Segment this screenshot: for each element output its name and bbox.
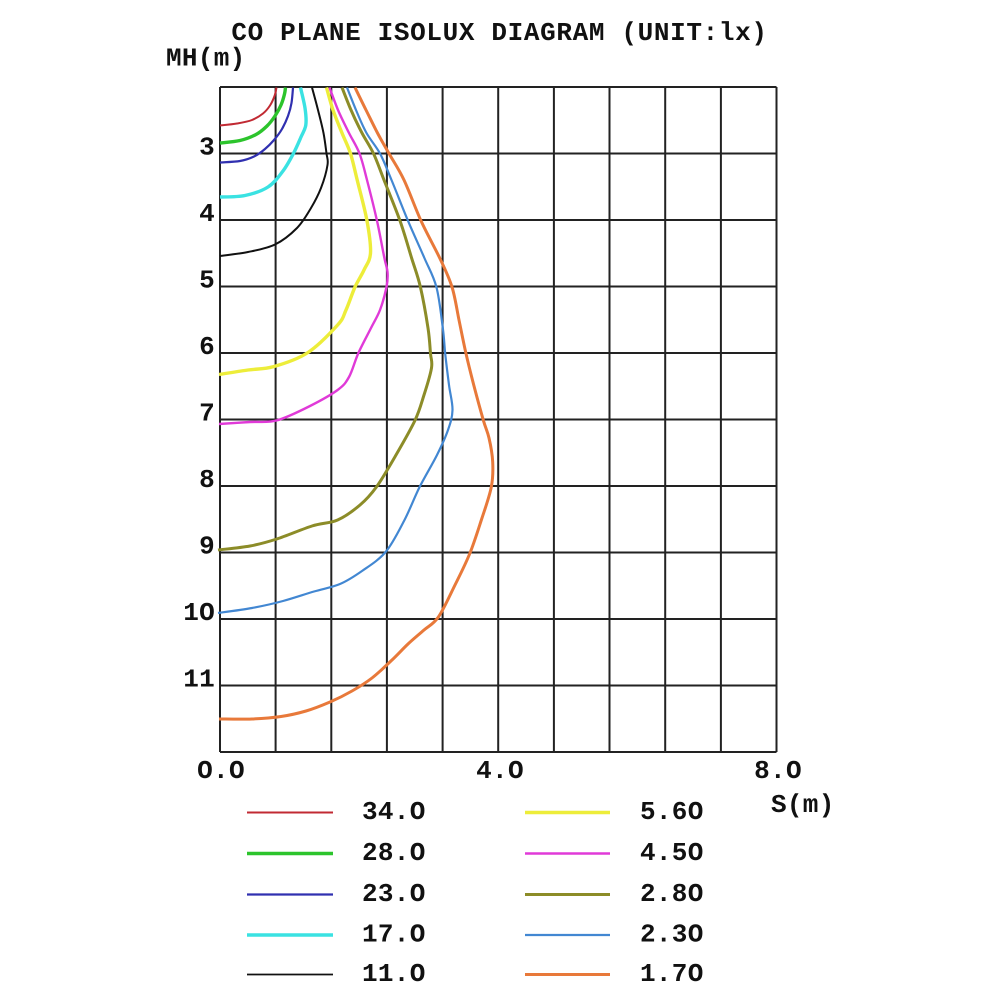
svg-text:2.8O: 2.8O [640, 879, 704, 909]
svg-text:28.O: 28.O [362, 838, 426, 868]
svg-text:CO PLANE ISOLUX DIAGRAM (UNIT:: CO PLANE ISOLUX DIAGRAM (UNIT:lx) [231, 18, 767, 48]
svg-text:8: 8 [199, 465, 215, 495]
svg-text:11: 11 [183, 665, 215, 695]
svg-text:6: 6 [199, 332, 215, 362]
svg-text:5.6O: 5.6O [640, 797, 704, 827]
svg-text:23.O: 23.O [362, 879, 426, 909]
svg-text:2.3O: 2.3O [640, 920, 704, 950]
svg-text:3: 3 [199, 133, 215, 163]
svg-text:9: 9 [199, 532, 215, 562]
svg-text:34.O: 34.O [362, 797, 426, 827]
svg-text:1.7O: 1.7O [640, 959, 704, 989]
svg-text:1O: 1O [183, 598, 215, 628]
svg-text:11.O: 11.O [362, 959, 426, 989]
svg-text:MH(m): MH(m) [166, 44, 246, 74]
svg-text:4: 4 [199, 199, 215, 229]
svg-text:4.5O: 4.5O [640, 838, 704, 868]
svg-text:17.O: 17.O [362, 920, 426, 950]
svg-text:4.O: 4.O [476, 756, 524, 786]
svg-text:O.O: O.O [197, 756, 245, 786]
svg-text:S(m): S(m) [771, 790, 835, 820]
svg-text:7: 7 [199, 399, 215, 429]
svg-text:5: 5 [199, 266, 215, 296]
svg-text:8.O: 8.O [754, 756, 802, 786]
